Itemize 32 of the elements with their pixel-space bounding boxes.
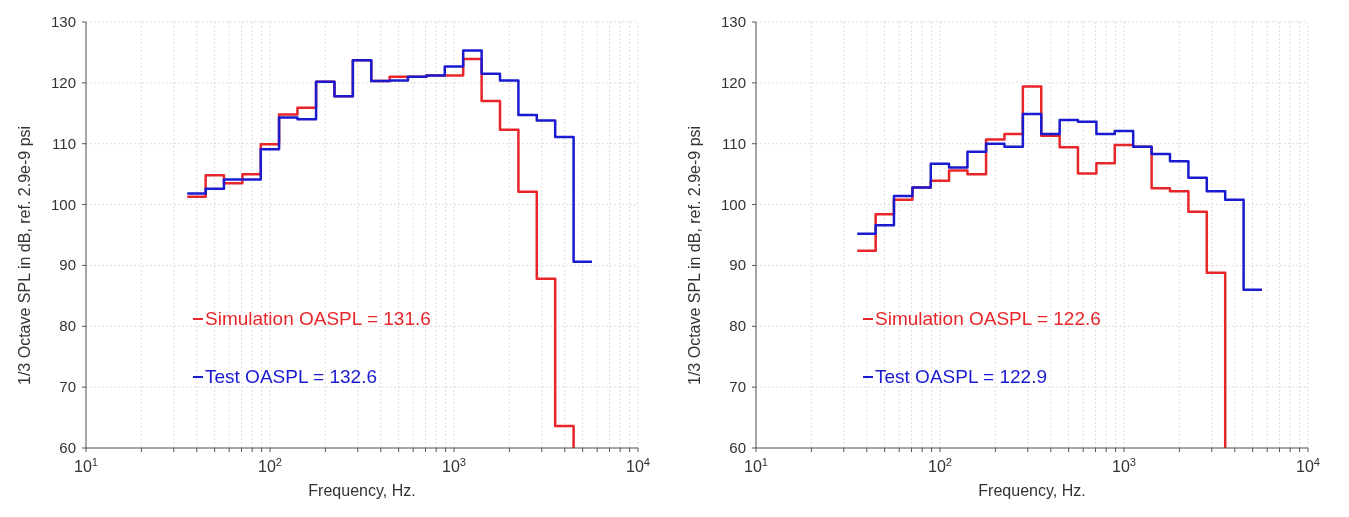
legend-label: Simulation OASPL = 122.6 [875,308,1101,330]
x-tick-label: 10$^{4}$ [1295,456,1321,475]
x-tick-label: 10$^{2}$ [257,456,283,475]
y-tick-label: 120 [720,73,746,91]
y-tick-label: 80 [729,317,746,335]
x-tick-label: 10$^{3}$ [441,456,467,475]
y-axis-title: 1/3 Octave SPL in dB, ref. 2.9e-9 psi [15,125,33,385]
y-tick-label: 130 [50,13,76,30]
y-tick-label: 80 [59,317,76,335]
y-tick-label: 90 [729,256,746,274]
y-tick-label: 70 [59,378,76,396]
legend-label: Test OASPL = 132.6 [205,366,377,388]
y-axis-title: 1/3 Octave SPL in dB, ref. 2.9e-9 psi [685,125,703,385]
y-tick-label: 130 [720,13,746,30]
x-tick-label: 10$^{4}$ [625,456,651,475]
x-tick-label: 10$^{3}$ [1111,456,1137,475]
y-tick-label: 70 [729,378,746,396]
x-tick-label: 10$^{2}$ [927,456,953,475]
legend-label: Simulation OASPL = 131.6 [205,308,431,330]
legend-label: Test OASPL = 122.9 [875,366,1047,388]
y-tick-label: 60 [59,439,76,456]
y-tick-label: 60 [729,439,746,456]
x-tick-label: 10$^{1}$ [743,456,769,475]
x-axis-title: Frequency, Hz. [978,482,1086,499]
y-tick-label: 110 [52,134,76,152]
y-tick-label: 100 [720,195,746,213]
y-tick-label: 100 [50,195,76,213]
y-tick-label: 120 [50,73,76,91]
x-tick-label: 10$^{1}$ [73,456,99,475]
x-axis-title: Frequency, Hz. [308,482,416,499]
y-tick-label: 110 [722,134,746,152]
y-tick-label: 90 [59,256,76,274]
